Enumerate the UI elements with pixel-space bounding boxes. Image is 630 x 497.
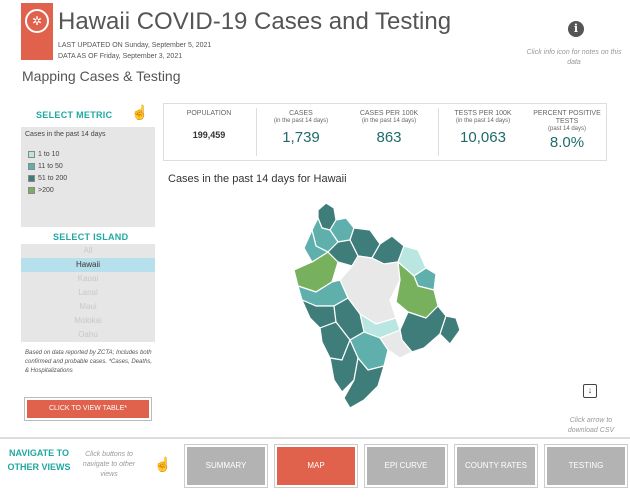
island-option-kauai[interactable]: Kauai	[77, 274, 99, 283]
seal-icon: ✲	[25, 9, 49, 33]
legend-label: 11 to 50	[38, 163, 63, 170]
select-island-label: SELECT ISLAND	[53, 232, 129, 242]
info-note: Click info icon for notes on this data	[526, 49, 622, 66]
divider	[438, 108, 439, 156]
legend-swatch	[28, 187, 35, 194]
stat-value: 863	[376, 129, 402, 146]
hand-pointer-icon: ☝	[154, 456, 172, 472]
hawaii-island-map[interactable]	[280, 200, 490, 412]
stat-sub: (in the past 14 days)	[455, 118, 511, 124]
stat-cases: CASES (in the past 14 days) 1,739	[258, 104, 344, 160]
legend-label: >200	[38, 187, 54, 194]
stat-label: CASES PER 100K	[359, 110, 419, 117]
stat-sub: (in the past 14 days)	[361, 118, 417, 124]
section-title: Mapping Cases & Testing	[22, 68, 181, 84]
data-as-of-text: DATA AS OF Friday, September 3, 2021	[58, 53, 183, 60]
nav-hint: Click buttons to navigate to other views	[82, 451, 136, 478]
metric-legend-box[interactable]: Cases in the past 14 days 1 to 10 11 to …	[21, 127, 155, 227]
stat-value: 8.0%	[549, 134, 585, 151]
island-option-lanai[interactable]: Lanai	[78, 288, 98, 297]
nav-button-epi-curve[interactable]: EPI CURVE	[367, 447, 445, 485]
stat-sub: (past 14 days)	[547, 126, 587, 132]
stat-value: 1,739	[282, 129, 320, 146]
nav-button-frame: SUMMARY	[184, 444, 268, 488]
nav-button-frame: EPI CURVE	[364, 444, 448, 488]
stat-population: POPULATION 199,459	[164, 104, 254, 160]
last-updated-text: LAST UPDATED ON Sunday, September 5, 202…	[58, 42, 212, 49]
legend-item: >200	[28, 187, 54, 194]
legend-item: 51 to 200	[28, 175, 67, 182]
download-icon[interactable]: ↓	[583, 384, 597, 398]
island-option-hawaii[interactable]: Hawaii	[21, 258, 155, 272]
stat-cases-per-100k: CASES PER 100K (in the past 14 days) 863	[346, 104, 432, 160]
island-option-all[interactable]: All	[83, 246, 93, 255]
map-region[interactable]	[439, 315, 461, 345]
legend-item: 1 to 10	[28, 151, 59, 158]
data-footnote: Based on data reported by ZCTA; Includes…	[25, 350, 153, 374]
stat-tests-per-100k: TESTS PER 100K (in the past 14 days) 10,…	[440, 104, 526, 160]
page-title: Hawaii COVID-19 Cases and Testing	[58, 8, 452, 35]
metric-option[interactable]: Cases in the past 14 days	[25, 131, 106, 138]
island-list[interactable]: All Hawaii Kauai Lanai Maui Molokai Oahu	[21, 244, 155, 342]
island-option-maui[interactable]: Maui	[79, 302, 97, 311]
select-metric-label: SELECT METRIC	[36, 110, 113, 120]
stat-label: CASES	[289, 110, 313, 117]
state-seal-logo: ✲	[21, 3, 53, 60]
legend-swatch	[28, 151, 35, 158]
legend-label: 1 to 10	[38, 151, 60, 158]
update-info: LAST UPDATED ON Sunday, September 5, 202…	[58, 40, 211, 62]
island-option-oahu[interactable]: Oahu	[78, 330, 98, 339]
nav-button-map[interactable]: MAP	[277, 447, 355, 485]
nav-button-county-rates[interactable]: COUNTY RATES	[457, 447, 535, 485]
stat-value: 10,063	[460, 129, 506, 146]
nav-button-summary[interactable]: SUMMARY	[187, 447, 265, 485]
stats-panel: POPULATION 199,459 CASES (in the past 14…	[163, 103, 607, 161]
hand-pointer-icon: ☝	[131, 104, 149, 120]
divider	[256, 108, 257, 156]
info-icon[interactable]: i	[568, 21, 584, 37]
view-table-button[interactable]: CLICK TO VIEW TABLE*	[27, 400, 149, 418]
legend-swatch	[28, 175, 35, 182]
legend-swatch	[28, 163, 35, 170]
stat-label: PERCENT POSITIVE TESTS	[533, 110, 601, 125]
map-region[interactable]	[343, 357, 385, 409]
navigation-bar	[0, 437, 630, 497]
table-button-frame: CLICK TO VIEW TABLE*	[24, 397, 152, 421]
download-note: Click arrow to download CSV	[567, 417, 615, 434]
stat-label: TESTS PER 100K	[454, 110, 512, 117]
stat-percent-positive: PERCENT POSITIVE TESTS (past 14 days) 8.…	[528, 104, 606, 160]
stat-sub: (in the past 14 days)	[273, 118, 329, 124]
nav-button-frame: TESTING	[544, 444, 628, 488]
map-region[interactable]	[303, 229, 329, 263]
stat-value: 199,459	[192, 130, 226, 140]
nav-button-frame: COUNTY RATES	[454, 444, 538, 488]
nav-button-testing[interactable]: TESTING	[547, 447, 625, 485]
stat-label: POPULATION	[186, 110, 232, 117]
nav-title: NAVIGATE TO OTHER VIEWS	[7, 448, 71, 472]
map-title: Cases in the past 14 days for Hawaii	[168, 173, 347, 185]
island-option-molokai[interactable]: Molokai	[74, 316, 102, 325]
nav-button-frame: MAP	[274, 444, 358, 488]
legend-item: 11 to 50	[28, 163, 63, 170]
legend-label: 51 to 200	[38, 175, 68, 182]
